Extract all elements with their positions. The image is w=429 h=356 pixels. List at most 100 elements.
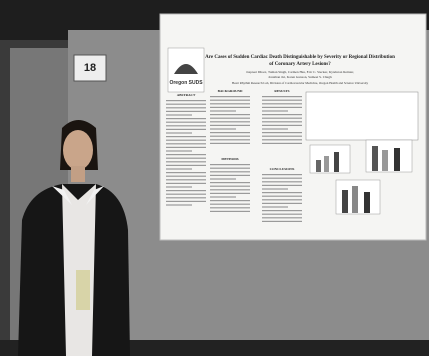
text-line — [166, 168, 192, 170]
text-line — [262, 188, 288, 190]
poster-authors: Jaspreet Dhoot, Tuman Singh, Carmen Hsu,… — [246, 70, 354, 75]
text-line — [262, 110, 288, 112]
collar — [52, 186, 104, 205]
text-line — [166, 146, 206, 148]
text-line — [166, 179, 206, 181]
text-line — [210, 106, 250, 108]
text-line — [210, 96, 250, 98]
text-line — [210, 121, 250, 123]
section-heading: ABSTRACT — [177, 93, 196, 97]
figure-bar — [324, 156, 329, 172]
text-line — [262, 181, 302, 183]
text-line — [166, 128, 206, 130]
text-line — [210, 142, 250, 144]
text-line — [210, 185, 250, 187]
text-line — [210, 200, 250, 202]
text-line — [166, 200, 206, 202]
text-line — [210, 128, 236, 130]
text-line — [262, 139, 302, 141]
text-line — [166, 164, 206, 166]
text-line — [210, 164, 250, 166]
section-heading: CONCLUSIONS — [270, 167, 295, 171]
text-line — [166, 154, 206, 156]
number-card — [73, 54, 107, 82]
text-line — [262, 217, 302, 219]
text-line — [262, 210, 302, 212]
text-line — [166, 143, 206, 145]
text-line — [166, 107, 206, 109]
text-line — [166, 157, 206, 159]
figure-bar — [342, 190, 348, 213]
logo-shape — [174, 64, 198, 74]
text-line — [210, 103, 250, 105]
text-line — [166, 118, 206, 120]
text-line — [166, 182, 206, 184]
text-line — [210, 210, 250, 212]
text-line — [166, 114, 192, 116]
text-line — [166, 150, 192, 152]
text-line — [210, 99, 250, 101]
section-heading: RESULTS — [274, 89, 289, 93]
person — [18, 120, 130, 356]
figure-bar — [352, 186, 358, 213]
text-line — [210, 139, 250, 141]
text-line — [262, 184, 302, 186]
poster-columns: ABSTRACT BACKGROUND METHODS RESULTS CONCLUSI… — [166, 89, 302, 222]
logo-text: Oregon SUDS — [169, 80, 203, 86]
text-line — [210, 203, 250, 205]
poster-title: Are Cases of Sudden Cardiac Death Distin… — [205, 55, 395, 60]
text-line — [166, 125, 206, 127]
text-line — [262, 121, 302, 123]
results-table — [305, 91, 419, 141]
text-line — [166, 132, 192, 134]
board-number: 18 — [84, 62, 96, 74]
text-line — [166, 197, 206, 199]
neck — [71, 166, 85, 182]
text-line — [210, 132, 250, 134]
text-line — [166, 186, 192, 188]
figure-bar — [334, 152, 339, 172]
figure-bar — [316, 160, 321, 172]
figure-bar — [394, 148, 400, 171]
text-line — [210, 110, 236, 112]
text-line — [210, 114, 250, 116]
text-line — [210, 167, 250, 169]
text-line — [262, 132, 302, 134]
text-line — [210, 171, 250, 173]
text-line — [262, 128, 288, 130]
text-line — [262, 117, 302, 119]
face — [63, 130, 93, 170]
text-line — [166, 121, 206, 123]
text-line — [166, 175, 206, 177]
poster-affiliation: Heart Rhythm Research Lab, Division of C… — [232, 81, 369, 86]
text-line — [262, 192, 302, 194]
text-line — [262, 195, 302, 197]
text-line — [262, 124, 302, 126]
text-line — [262, 106, 302, 108]
text-line — [262, 213, 302, 215]
text-line — [262, 114, 302, 116]
text-line — [210, 192, 250, 194]
text-line — [210, 117, 250, 119]
text-line — [210, 174, 250, 176]
text-line — [166, 190, 206, 192]
text-line — [166, 172, 206, 174]
text-line — [262, 202, 302, 204]
text-line — [166, 139, 206, 141]
text-line — [262, 142, 302, 144]
text-line — [166, 110, 206, 112]
text-line — [262, 206, 288, 208]
text-line — [210, 178, 236, 180]
poster-authors: Jonathan Jui, Karen Gunson, Sumeet S. Ch… — [268, 75, 332, 80]
text-line — [210, 196, 236, 198]
text-line — [210, 182, 250, 184]
text-line — [210, 124, 250, 126]
section-heading: BACKGROUND — [218, 89, 243, 93]
text-line — [210, 189, 250, 191]
section-heading: METHODS — [221, 157, 238, 161]
badge — [76, 270, 90, 310]
text-line — [166, 103, 206, 105]
text-line — [166, 193, 206, 195]
text-line — [262, 220, 302, 222]
